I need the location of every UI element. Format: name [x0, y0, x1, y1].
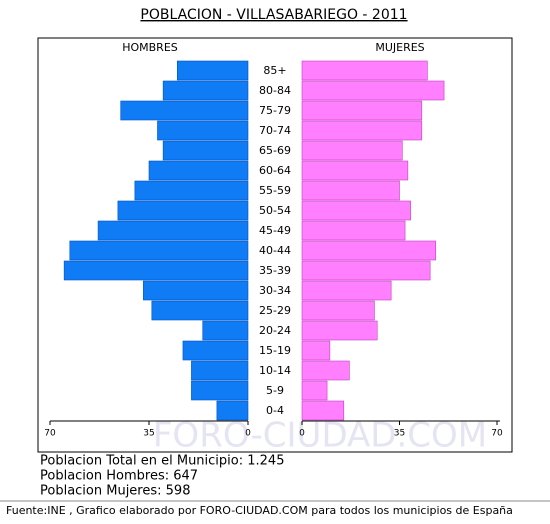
bar [202, 320, 249, 341]
bar [301, 260, 431, 281]
category-label: 75-79 [259, 104, 291, 117]
bar [301, 120, 423, 141]
watermark: FORO-CIUDAD.COM [153, 416, 487, 456]
bar [143, 280, 249, 301]
bar [191, 360, 249, 381]
category-label: 85+ [263, 64, 286, 77]
legend-label: MUJERES [375, 41, 424, 54]
category-label: 0-4 [266, 404, 284, 417]
category-label: 70-74 [259, 124, 291, 137]
bar [301, 220, 406, 241]
category-label: 10-14 [259, 364, 291, 377]
bar [148, 160, 249, 181]
bar [301, 80, 445, 101]
x-tick-label: 0 [245, 429, 251, 439]
bar [69, 240, 249, 261]
category-label: 80-84 [259, 84, 291, 97]
category-label: 15-19 [259, 344, 291, 357]
source: Fuente:INE , Grafico elaborado por FORO-… [6, 504, 513, 517]
bar [301, 280, 392, 301]
stat-line: Poblacion Total en el Municipio: 1.245 [40, 454, 284, 469]
bar [191, 380, 249, 401]
bar [117, 200, 249, 221]
bar [157, 120, 249, 141]
bar [134, 180, 249, 201]
category-label: 65-69 [259, 144, 291, 157]
category-label: 35-39 [259, 264, 291, 277]
x-tick-label: 35 [143, 429, 154, 439]
bar [216, 400, 249, 421]
category-label: 60-64 [259, 164, 291, 177]
bar [162, 140, 249, 161]
stat-line: Poblacion Hombres: 647 [40, 469, 198, 484]
bar [301, 300, 375, 321]
x-tick-label: 35 [394, 429, 405, 439]
bar [301, 340, 331, 361]
category-label: 40-44 [259, 244, 291, 257]
category-label: 30-34 [259, 284, 291, 297]
bar [151, 300, 249, 321]
bar [63, 260, 249, 281]
category-label: 50-54 [259, 204, 291, 217]
bar [301, 180, 400, 201]
bar [301, 100, 423, 121]
bar [301, 200, 411, 221]
bar [301, 60, 428, 81]
bar [301, 400, 345, 421]
bar [301, 320, 378, 341]
bar [301, 240, 437, 261]
bar [301, 360, 350, 381]
stat-line: Poblacion Mujeres: 598 [40, 484, 190, 499]
bar [301, 140, 403, 161]
x-tick-label: 0 [299, 429, 305, 439]
chart-title: POBLACION - VILLASABARIEGO - 2011 [140, 7, 407, 23]
x-tick-label: 70 [44, 429, 56, 439]
bar [301, 160, 409, 181]
bar [97, 220, 249, 241]
bar [120, 100, 249, 121]
legend-label: HOMBRES [122, 41, 178, 54]
category-label: 5-9 [266, 384, 284, 397]
category-label: 55-59 [259, 184, 291, 197]
category-label: 20-24 [259, 324, 291, 337]
bar [182, 340, 249, 361]
x-tick-label: 70 [491, 429, 503, 439]
category-label: 45-49 [259, 224, 291, 237]
bar [162, 80, 249, 101]
bar [301, 380, 328, 401]
category-label: 25-29 [259, 304, 291, 317]
bar [176, 60, 249, 81]
